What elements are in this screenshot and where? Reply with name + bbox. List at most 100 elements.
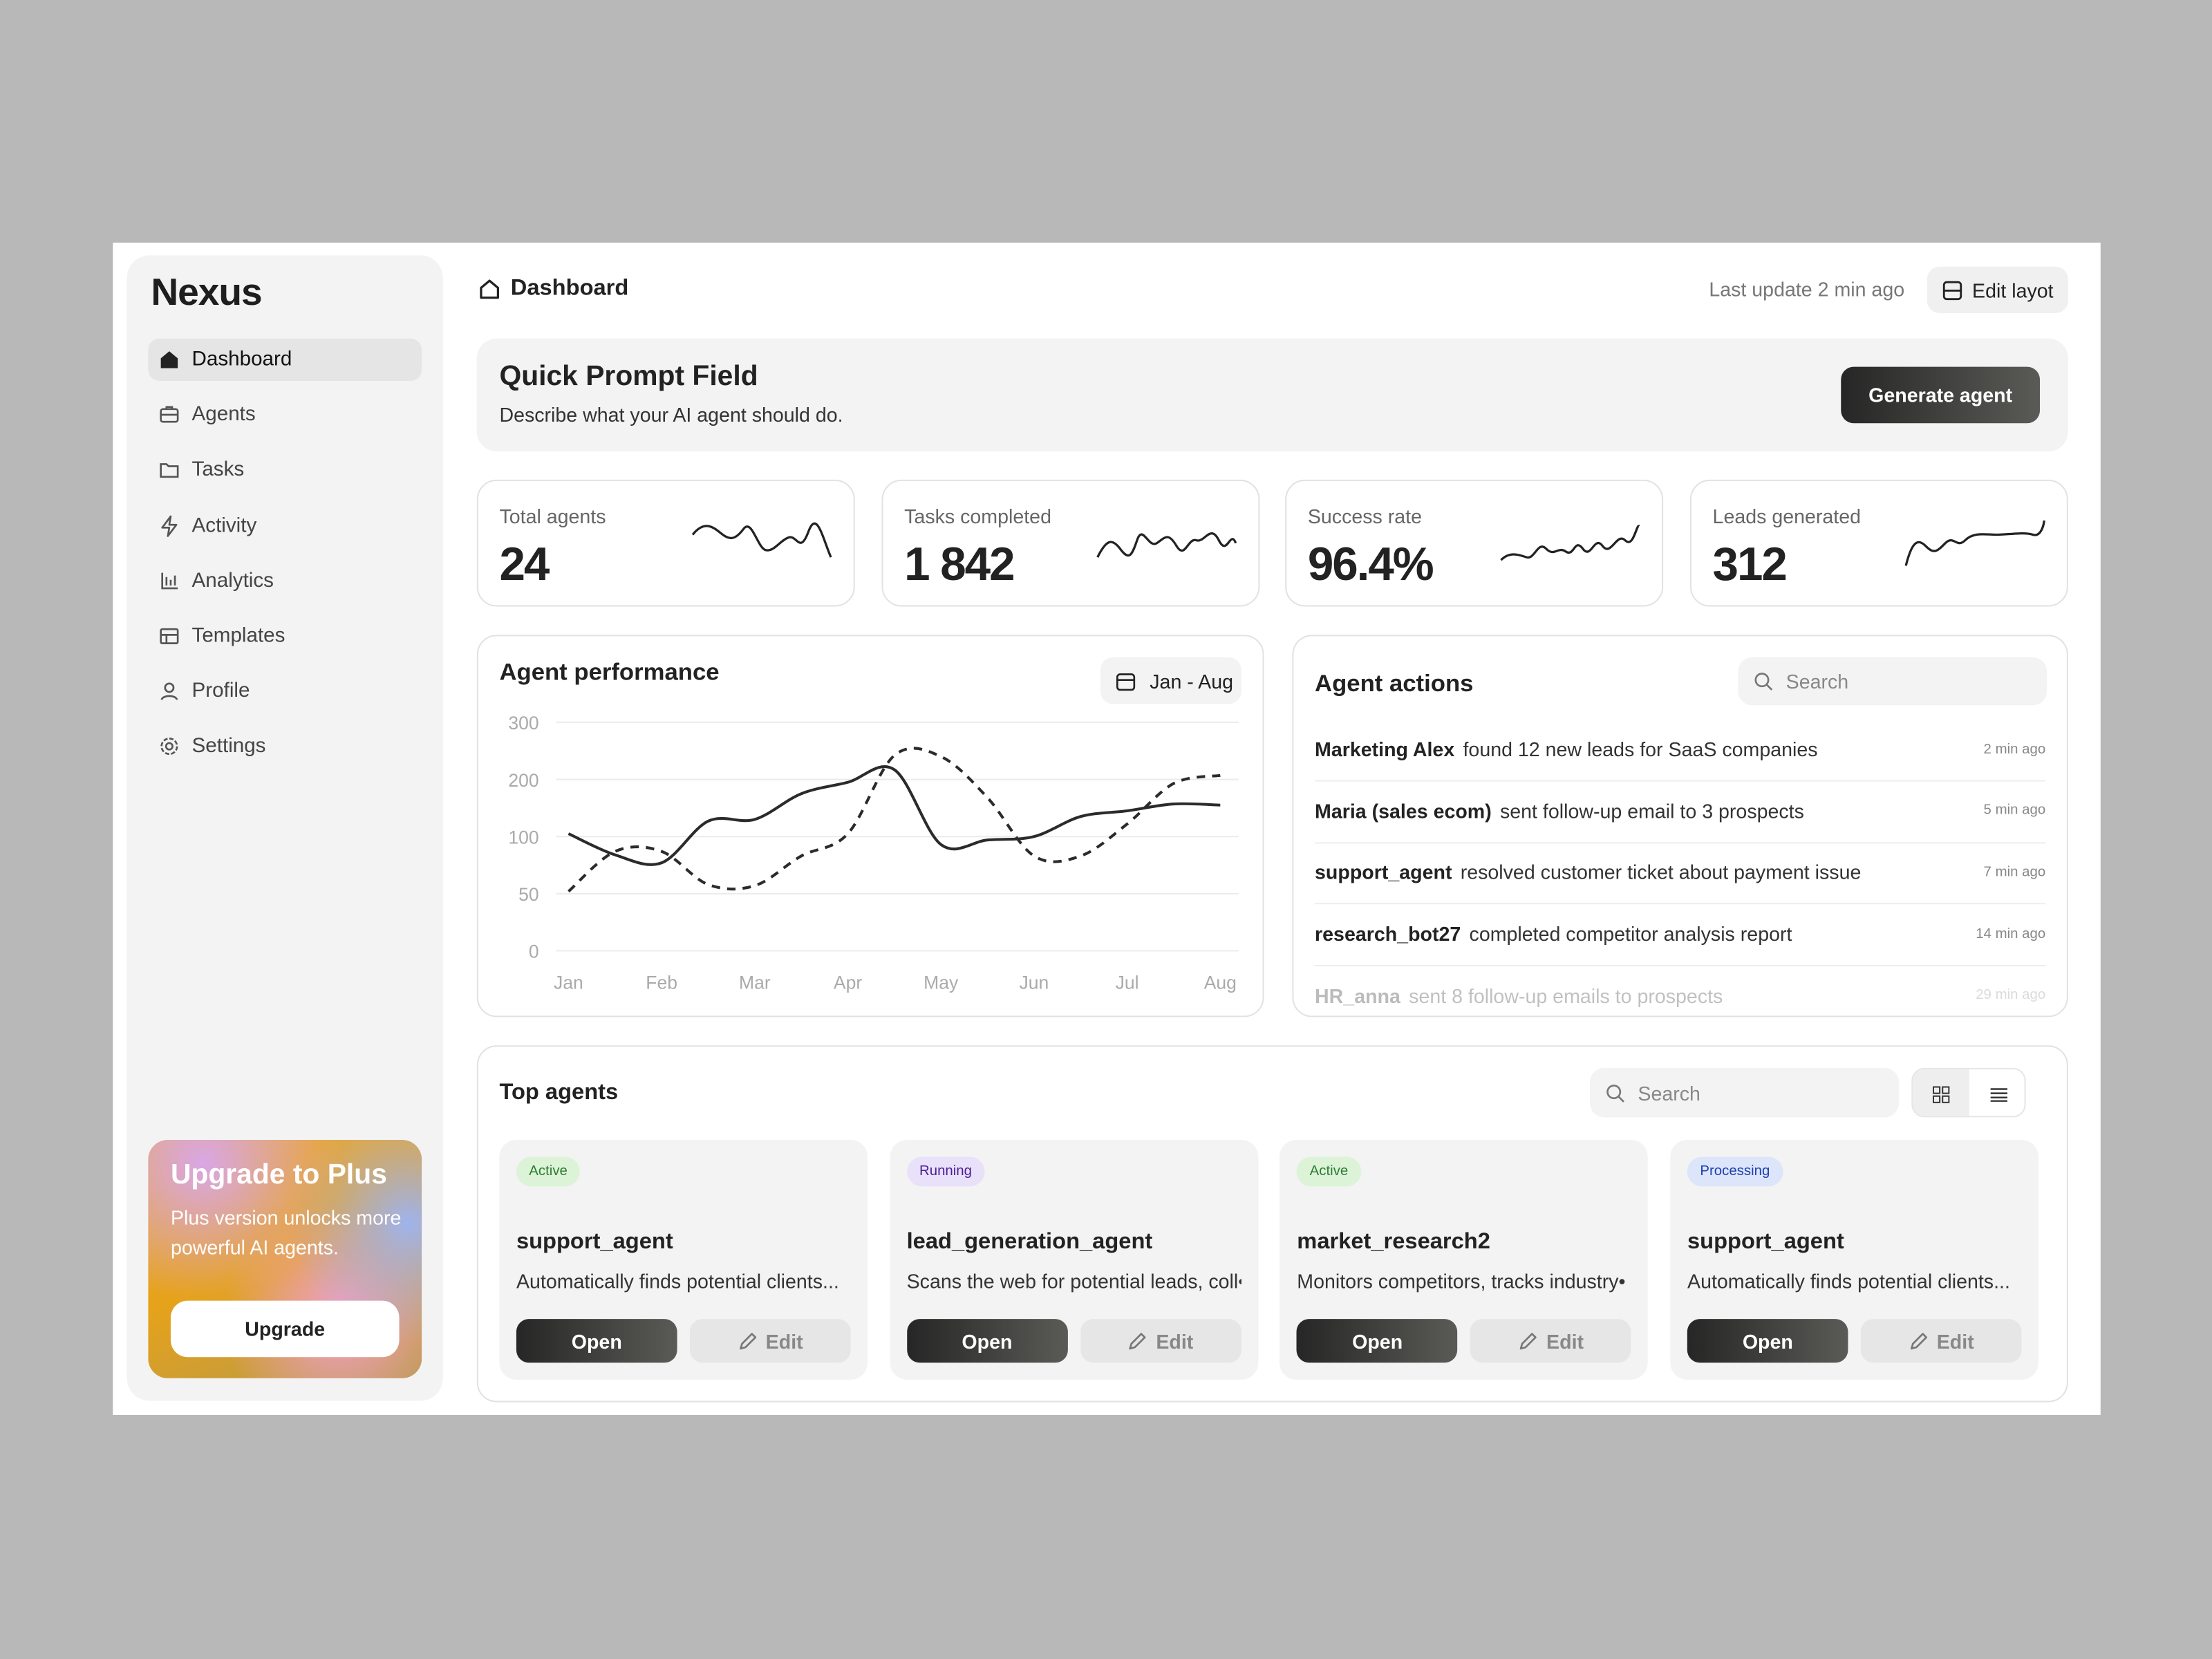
top-agents-title: Top agents: [499, 1080, 619, 1105]
stat-value: 312: [1712, 537, 1788, 590]
edit-label: Edit: [1156, 1329, 1194, 1353]
nav-item[interactable]: Profile: [148, 671, 422, 713]
agent-name: market_research2: [1297, 1230, 1490, 1255]
upgrade-button[interactable]: Upgrade: [170, 1300, 400, 1358]
agent-name: support_agent: [516, 1230, 673, 1255]
page-title: Dashboard: [510, 276, 629, 301]
home-icon: [480, 279, 500, 299]
sparkline: [1500, 525, 1641, 561]
action-agent[interactable]: Maria (sales ecom): [1315, 799, 1492, 823]
action-agent[interactable]: Marketing Alex: [1315, 738, 1455, 760]
upgrade-title: Upgrade to Plus: [170, 1159, 387, 1191]
view-toggle: [1911, 1067, 2026, 1118]
agent-description: Automatically finds potential clients...: [1687, 1269, 2010, 1293]
list-icon: [1989, 1087, 2007, 1101]
agents-search[interactable]: Search: [1590, 1067, 1899, 1118]
prompt-title: Quick Prompt Field: [499, 361, 758, 393]
x-tick-label: Jun: [1020, 973, 1049, 993]
stat-card: Success rate 96.4%: [1285, 479, 1664, 607]
x-tick-label: Feb: [646, 973, 677, 993]
upgrade-text: Plus version unlocks more powerful AI ag…: [170, 1206, 402, 1259]
nav-icon: [160, 351, 178, 368]
stat-value: 24: [499, 537, 550, 590]
x-tick-label: Jul: [1116, 973, 1139, 993]
action-row: support_agent resolved customer ticket ab…: [1315, 856, 2045, 890]
open-button[interactable]: Open: [1297, 1319, 1458, 1363]
nav-icon: [160, 463, 179, 478]
nav-icon: [160, 738, 178, 756]
y-tick-label: 100: [508, 827, 538, 847]
action-row: HR_anna sent 8 follow-up emails to prospe…: [1315, 979, 2045, 1013]
nav-item[interactable]: Tasks: [148, 449, 422, 491]
action-agent[interactable]: support_agent: [1315, 861, 1452, 884]
generate-button[interactable]: Generate agent: [1841, 366, 2041, 424]
action-time: 2 min ago: [1983, 741, 2046, 757]
edit-button[interactable]: Edit: [1080, 1319, 1241, 1363]
nav-item[interactable]: Activity: [148, 505, 422, 547]
last-update: Last update 2 min ago: [1709, 278, 1905, 301]
nav-icon: [161, 514, 178, 537]
search-icon: [1754, 673, 1773, 691]
open-button[interactable]: Open: [516, 1319, 677, 1363]
nav-item[interactable]: Settings: [148, 726, 422, 768]
row-divider: [1315, 903, 2046, 905]
nav-label: Dashboard: [191, 348, 292, 371]
action-text: resolved customer ticket about payment i…: [1460, 861, 1862, 884]
date-range-button[interactable]: Jan - Aug: [1100, 657, 1241, 704]
sparkline: [1096, 532, 1237, 558]
action-agent[interactable]: research_bot27: [1315, 922, 1461, 946]
edit-icon: [1519, 1332, 1537, 1349]
stat-card: Leads generated 312: [1689, 479, 2068, 607]
actions-search[interactable]: Search: [1738, 657, 2047, 706]
nav-label: Agents: [191, 404, 256, 427]
grid-icon: [1932, 1085, 1950, 1103]
search-icon: [1606, 1084, 1624, 1102]
action-time: 14 min ago: [1976, 926, 2046, 942]
edit-button[interactable]: Edit: [1861, 1319, 2022, 1363]
prompt-input[interactable]: Describe what your AI agent should do.: [499, 403, 843, 427]
agent-card: Processing support_agent Automatically fin…: [1670, 1139, 2039, 1380]
list-view-button[interactable]: [1969, 1069, 2025, 1116]
edit-layout-button[interactable]: Edit layot: [1927, 266, 2068, 314]
edit-layout-label: Edit layot: [1972, 279, 2054, 301]
edit-icon: [1130, 1332, 1147, 1349]
status-badge: Running: [906, 1156, 985, 1187]
grid-view-button[interactable]: [1913, 1069, 1969, 1116]
chart-title: Agent performance: [499, 659, 720, 686]
nav-label: Analytics: [191, 570, 274, 592]
edit-label: Edit: [765, 1329, 803, 1353]
nav-item[interactable]: Dashboard: [148, 338, 422, 382]
nav-item[interactable]: Templates: [148, 615, 422, 657]
action-agent[interactable]: HR_anna: [1315, 984, 1400, 1007]
open-button[interactable]: Open: [1687, 1319, 1848, 1363]
stat-value: 96.4%: [1307, 537, 1434, 590]
nav-item[interactable]: Agents: [148, 394, 422, 436]
action-row: Marketing Alex found 12 new leads for Saa…: [1315, 732, 2045, 766]
sparkline: [691, 522, 832, 558]
y-tick-label: 200: [508, 770, 538, 791]
y-tick-label: 0: [529, 941, 539, 962]
action-text: completed competitor analysis report: [1469, 922, 1792, 946]
edit-button[interactable]: Edit: [1470, 1319, 1631, 1363]
agent-name: support_agent: [1687, 1230, 1844, 1255]
stat-label: Total agents: [499, 505, 606, 528]
row-divider: [1315, 780, 2046, 782]
agent-description: Monitors competitors, tracks industry•: [1297, 1269, 1626, 1293]
row-divider: [1315, 965, 2046, 967]
action-time: 7 min ago: [1983, 864, 2046, 881]
nav-icon: [160, 628, 179, 644]
nav-item[interactable]: Analytics: [148, 560, 422, 602]
open-button[interactable]: Open: [906, 1319, 1068, 1363]
x-tick-label: Mar: [739, 973, 771, 993]
performance-card: Agent performance Jan - Aug 0 50 100 200 300…: [476, 635, 1264, 1018]
edit-label: Edit: [1546, 1329, 1584, 1353]
agent-description: Scans the web for potential leads, coll•: [906, 1269, 1241, 1293]
nav-label: Tasks: [191, 459, 245, 482]
action-time: 29 min ago: [1976, 988, 2046, 1004]
edit-label: Edit: [1936, 1329, 1974, 1353]
edit-button[interactable]: Edit: [689, 1319, 851, 1363]
actions-title: Agent actions: [1315, 670, 1474, 697]
layout-icon: [1942, 280, 1962, 300]
nav-label: Templates: [191, 625, 285, 648]
